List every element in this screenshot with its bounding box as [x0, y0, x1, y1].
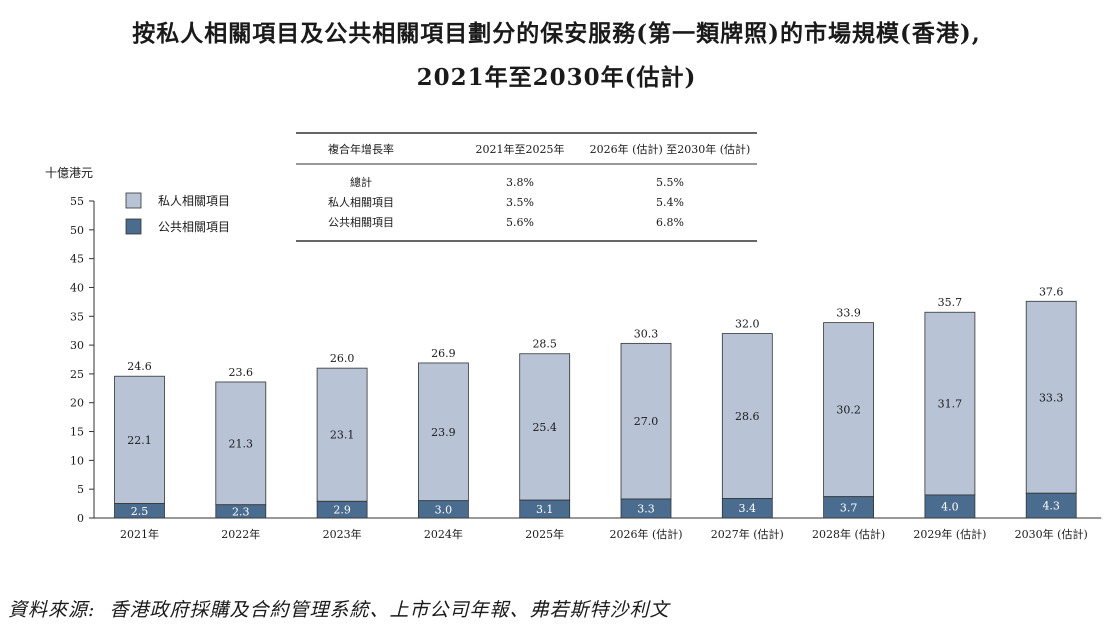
bar-public-value-label: 2.3 — [232, 505, 250, 518]
y-tick-label: 0 — [77, 512, 84, 525]
bar-private-value-label: 33.3 — [1039, 391, 1064, 404]
bar-private-value-label: 30.2 — [836, 404, 861, 417]
chart-title-line2: 2021年至2030年(估計) — [416, 64, 697, 91]
bar-total-label: 37.6 — [1039, 285, 1064, 298]
x-tick-label: 2030年 (估計) — [1015, 527, 1088, 541]
x-tick-label: 2028年 (估計) — [812, 527, 885, 541]
bar-public-value-label: 3.0 — [435, 503, 453, 516]
bar-private-value-label: 31.7 — [938, 398, 963, 411]
cagr-table-header: 複合年增長率 — [328, 142, 394, 156]
bar-total-label: 33.9 — [836, 307, 861, 320]
bar-public-value-label: 3.4 — [739, 502, 757, 515]
bar-public-value-label: 3.7 — [840, 501, 858, 514]
chart-title-line1: 按私人相關項目及公共相關項目劃分的保安服務(第一類牌照)的市場規模(香港), — [132, 20, 981, 47]
bar-private-value-label: 27.0 — [634, 415, 659, 428]
legend-label: 私人相關項目 — [158, 194, 230, 208]
bar-public — [1025, 492, 1077, 519]
cagr-table-cell: 5.5% — [656, 176, 684, 189]
y-axis-label: 十億港元 — [45, 166, 93, 180]
x-tick-label: 2022年 — [221, 527, 260, 541]
bar-public — [721, 498, 773, 519]
cagr-table-cell: 6.8% — [656, 216, 684, 229]
x-tick-label: 2021年 — [120, 527, 159, 541]
x-tick-label: 2029年 (估計) — [913, 527, 986, 541]
bar-public — [114, 503, 165, 519]
bar-public — [417, 500, 469, 519]
y-tick-label: 50 — [70, 224, 84, 237]
bar-public-value-label: 4.0 — [941, 500, 959, 513]
bar-total-label: 24.6 — [127, 360, 152, 373]
bar-public-value-label: 4.3 — [1042, 500, 1060, 513]
bar-private — [1025, 300, 1077, 494]
bar-private-value-label: 22.1 — [127, 434, 152, 447]
bar-total-label: 26.9 — [431, 347, 456, 360]
bar-private-value-label: 21.3 — [229, 437, 254, 450]
x-tick-label: 2023年 — [323, 527, 362, 541]
y-tick-label: 40 — [70, 281, 84, 294]
bar-public — [519, 499, 571, 519]
bar-public — [215, 504, 267, 519]
legend-swatch — [125, 192, 142, 209]
stacked-bar-chart: 0 5 10 15 20 25 30 35 40 45 50 55 十億港元 22.1 2.5 24.6 202… — [45, 132, 1102, 541]
y-tick-label: 15 — [70, 426, 84, 439]
bar-private-value-label: 25.4 — [532, 421, 557, 434]
bar-total-label: 32.0 — [735, 318, 760, 331]
bar-private-value-label: 28.6 — [735, 410, 760, 423]
cagr-table-cell: 5.4% — [656, 196, 684, 209]
source-note: 資料來源: 香港政府採購及合約管理系統、上市公司年報、弗若斯特沙利文 — [8, 599, 670, 621]
bar-total-label: 23.6 — [229, 366, 254, 379]
bar-private — [924, 311, 976, 496]
bar-public-value-label: 3.3 — [637, 502, 655, 515]
bar-public-value-label: 3.1 — [536, 503, 554, 516]
cagr-table-header: 2021年至2025年 — [476, 142, 565, 156]
x-tick-label: 2026年 (估計) — [609, 527, 682, 541]
bar-public-value-label: 2.9 — [333, 504, 351, 517]
bar-public — [823, 496, 874, 519]
y-tick-label: 5 — [77, 483, 84, 496]
legend-label: 公共相關項目 — [158, 220, 230, 234]
cagr-table-header: 2026年 (估計) 至2030年 (估計) — [590, 142, 751, 156]
bar-total-label: 30.3 — [634, 327, 659, 340]
x-tick-label: 2025年 — [525, 527, 564, 541]
bar-total-label: 35.7 — [938, 296, 963, 309]
y-tick-label: 30 — [70, 339, 84, 352]
bar-private — [417, 362, 469, 502]
y-tick-label: 10 — [70, 454, 84, 467]
bar-private — [823, 322, 874, 498]
x-tick-label: 2027年 (估計) — [711, 527, 784, 541]
bar-private-value-label: 23.9 — [431, 426, 456, 439]
y-tick-label: 20 — [70, 397, 84, 410]
y-tick-label: 45 — [70, 253, 84, 266]
bar-total-label: 28.5 — [532, 338, 557, 351]
cagr-table-cell: 總計 — [350, 175, 372, 189]
legend-swatch — [125, 218, 142, 235]
bar-public — [316, 500, 368, 519]
bar-public — [620, 498, 672, 519]
bar-private — [215, 381, 267, 506]
cagr-table-cell: 3.5% — [506, 196, 534, 209]
bar-private — [519, 353, 571, 501]
bar-total-label: 26.0 — [330, 352, 355, 365]
bar-private — [620, 342, 672, 500]
bar-private-value-label: 23.1 — [330, 429, 355, 442]
cagr-table-cell: 3.8% — [506, 176, 534, 189]
bar-public-value-label: 2.5 — [131, 505, 149, 518]
y-tick-label: 55 — [70, 195, 84, 208]
cagr-table-cell: 5.6% — [506, 216, 534, 229]
bar-private — [114, 375, 165, 504]
cagr-table-cell: 公共相關項目 — [328, 216, 394, 229]
bar-public — [924, 494, 976, 519]
y-tick-label: 35 — [70, 310, 84, 323]
cagr-table-cell: 私人相關項目 — [328, 196, 394, 209]
y-tick-label: 25 — [70, 368, 84, 381]
x-tick-label: 2024年 — [424, 527, 463, 541]
